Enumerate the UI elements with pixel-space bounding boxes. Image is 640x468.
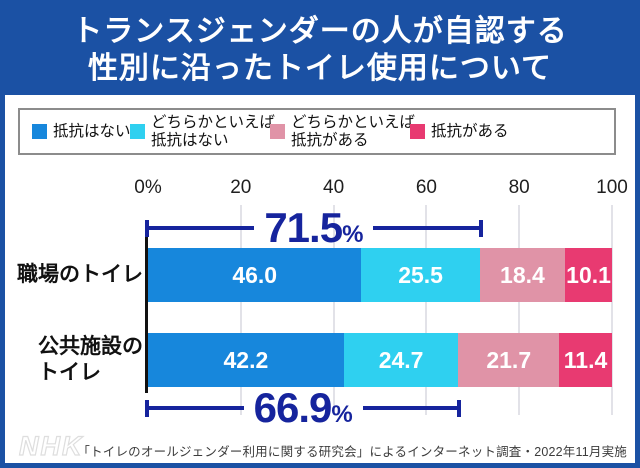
bracket-cap — [478, 219, 483, 237]
x-axis-tick: 80 — [508, 177, 530, 198]
bar-value: 25.5 — [398, 261, 443, 288]
bar-value: 24.7 — [378, 346, 424, 373]
bar-value: 42.2 — [223, 346, 269, 373]
legend-label: 抵抗がある — [431, 122, 509, 140]
bracket-line — [362, 406, 458, 410]
bracket-cap — [145, 219, 149, 237]
title-line-2: 性別に沿ったトイレ使用について — [87, 52, 553, 85]
bar-segment: 46.0 — [148, 248, 362, 302]
stacked-bar-workplace: 46.0 25.5 18.4 10.1 — [148, 248, 612, 302]
bar-segment: 10.1 — [565, 248, 612, 302]
bar-segment: 25.5 — [361, 248, 480, 302]
title-line-1: トランスジェンダーの人が自認する — [72, 15, 568, 48]
annotation-bracket-71-5: 71.5% — [145, 204, 483, 251]
chart-area: 抵抗はない どちらかといえば 抵抗はない どちらかといえば 抵抗がある 抵抗があ… — [5, 5, 635, 463]
x-axis-tick: 40 — [323, 177, 345, 198]
gridline-40 — [333, 205, 335, 415]
bracket-line — [373, 226, 479, 230]
bracket-cap — [145, 399, 149, 417]
bar-segment: 21.7 — [458, 333, 560, 387]
bar-segment: 18.4 — [479, 248, 566, 302]
legend: 抵抗はない どちらかといえば 抵抗はない どちらかといえば 抵抗がある 抵抗があ… — [18, 108, 616, 155]
source-caption: 「トイレのオールジェンダー利用に関する研究会」によるインターネット調査・2022… — [77, 445, 627, 459]
category-label-workplace: 職場のトイレ — [17, 263, 143, 286]
bar-value: 18.4 — [500, 261, 545, 288]
legend-item-somewhat-resistance: どちらかといえば 抵抗がある — [270, 110, 415, 153]
x-axis-tick: 20 — [230, 177, 252, 198]
page-title: トランスジェンダーの人が自認する 性別に沿ったトイレ使用について — [5, 5, 635, 95]
bar-segment: 11.4 — [559, 333, 612, 387]
bar-value: 11.4 — [563, 346, 608, 373]
legend-item-resistance: 抵抗がある — [410, 110, 509, 153]
bracket-line — [149, 406, 244, 410]
legend-item-no-resistance: 抵抗はない — [32, 110, 131, 153]
x-axis-tick: 0% — [134, 177, 162, 198]
bar-segment: 24.7 — [343, 333, 459, 387]
legend-label: どちらかといえば 抵抗はない — [151, 114, 276, 149]
annotation-value: 66.9% — [253, 384, 353, 431]
nhk-logo: NHK — [18, 430, 84, 461]
legend-label: 抵抗はない — [53, 122, 131, 140]
category-label-public: 公共施設の トイレ — [38, 335, 143, 384]
gridline-60 — [425, 205, 427, 415]
y-axis-line — [145, 237, 148, 393]
legend-swatch — [270, 124, 285, 139]
legend-item-somewhat-no-resistance: どちらかといえば 抵抗はない — [130, 110, 275, 153]
gridline-100 — [611, 205, 613, 415]
bracket-line — [149, 226, 255, 230]
stacked-bar-public: 42.2 24.7 21.7 11.4 — [148, 333, 612, 387]
bar-value: 21.7 — [486, 346, 532, 373]
annotation-value: 71.5% — [264, 204, 364, 251]
gridline-20 — [240, 205, 242, 415]
bar-segment: 42.2 — [148, 333, 344, 387]
x-axis-tick: 60 — [415, 177, 437, 198]
gridline-80 — [518, 205, 520, 415]
bar-value: 10.1 — [566, 261, 611, 288]
x-axis-tick: 100 — [596, 177, 628, 198]
bar-value: 46.0 — [232, 261, 278, 288]
legend-swatch — [32, 124, 47, 139]
legend-swatch — [410, 124, 425, 139]
legend-label: どちらかといえば 抵抗がある — [291, 114, 416, 149]
legend-swatch — [130, 124, 145, 139]
bracket-cap — [457, 399, 462, 417]
annotation-bracket-66-9: 66.9% — [145, 384, 462, 431]
